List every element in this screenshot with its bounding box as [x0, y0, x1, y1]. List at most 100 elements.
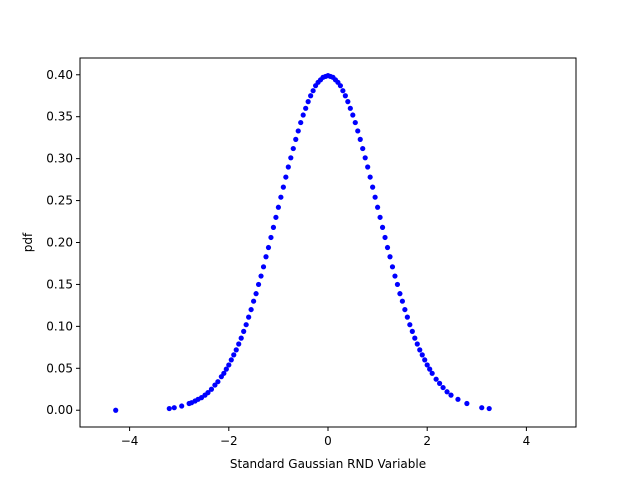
data-point — [253, 291, 259, 297]
data-point — [246, 314, 252, 320]
data-point — [208, 386, 215, 392]
data-point — [275, 204, 281, 210]
data-point — [265, 244, 272, 251]
data-point — [283, 174, 289, 180]
data-point — [427, 366, 433, 372]
data-point — [404, 314, 410, 320]
data-point — [352, 119, 358, 126]
data-point — [382, 234, 388, 241]
data-point — [350, 112, 356, 118]
data-point — [387, 254, 393, 260]
data-point — [280, 184, 286, 190]
x-axis: −4 −2 0 2 4 — [121, 427, 530, 448]
data-point — [221, 370, 227, 376]
data-point — [171, 405, 177, 411]
data-point — [394, 281, 401, 288]
data-point — [268, 234, 274, 241]
data-point — [205, 390, 211, 396]
data-point — [399, 298, 405, 304]
points-layer — [113, 73, 492, 413]
data-point — [223, 366, 229, 372]
data-point — [340, 88, 346, 94]
data-point — [389, 264, 396, 270]
data-point — [455, 396, 461, 402]
y-tick-label: 0.20 — [46, 236, 73, 250]
data-point — [166, 405, 172, 412]
data-point — [212, 382, 218, 388]
data-point — [278, 194, 284, 200]
y-tick-label: 0.10 — [46, 319, 73, 333]
data-point — [433, 376, 439, 382]
x-tick-label: 0 — [324, 434, 332, 448]
data-point — [241, 328, 247, 334]
y-tick-label: 0.30 — [46, 152, 73, 166]
data-point — [448, 392, 454, 398]
data-point — [372, 194, 378, 200]
data-point — [375, 204, 381, 210]
data-point — [255, 281, 262, 288]
data-point — [290, 145, 296, 152]
y-tick-label: 0.40 — [46, 68, 73, 82]
data-point — [412, 335, 418, 341]
data-point — [379, 224, 386, 230]
data-point — [345, 99, 351, 105]
data-point — [422, 357, 428, 363]
data-point — [310, 88, 316, 94]
data-point — [407, 322, 413, 328]
data-point — [248, 306, 254, 313]
data-point — [360, 145, 366, 152]
data-point — [288, 155, 294, 161]
data-point — [392, 273, 398, 279]
x-tick-label: −2 — [220, 434, 238, 448]
y-tick-label: 0.05 — [46, 361, 73, 375]
data-point — [226, 362, 232, 368]
plot-frame — [79, 57, 577, 428]
data-point — [300, 112, 306, 118]
data-point — [228, 357, 234, 363]
data-point — [113, 407, 119, 413]
data-point — [231, 352, 237, 358]
data-point — [270, 224, 277, 230]
data-point — [355, 128, 361, 134]
y-axis: 0.00 0.05 0.10 0.15 0.20 0.25 0.30 0.35 0.40 — [46, 68, 80, 417]
x-tick-label: 4 — [523, 434, 531, 448]
data-point — [402, 306, 408, 313]
data-point — [342, 93, 348, 99]
data-point — [417, 347, 423, 353]
data-point — [215, 379, 221, 385]
data-point — [179, 403, 185, 409]
data-point — [377, 214, 383, 220]
data-point — [308, 93, 314, 99]
data-point — [440, 384, 446, 391]
data-point — [357, 136, 363, 142]
data-point — [424, 362, 430, 368]
y-axis-label: pdf — [21, 232, 35, 252]
data-point — [384, 244, 391, 251]
data-point — [243, 322, 249, 328]
data-point — [273, 214, 279, 220]
data-point — [437, 380, 443, 386]
data-point — [263, 254, 269, 260]
data-point — [365, 164, 371, 170]
y-tick-label: 0.35 — [46, 110, 73, 124]
data-point — [370, 184, 376, 190]
data-point — [409, 328, 415, 334]
data-point — [238, 335, 244, 341]
data-point — [305, 99, 311, 105]
data-point — [251, 298, 257, 304]
data-point — [233, 347, 239, 353]
y-tick-label: 0.25 — [46, 194, 73, 208]
data-point — [347, 105, 353, 111]
data-point — [258, 273, 264, 279]
data-point — [362, 155, 368, 161]
data-point — [337, 83, 343, 89]
data-point — [486, 405, 492, 412]
data-point — [414, 341, 420, 347]
data-point — [367, 174, 373, 180]
x-tick-label: 2 — [423, 434, 431, 448]
data-point — [293, 136, 299, 142]
data-point — [236, 341, 242, 347]
y-tick-label: 0.15 — [46, 277, 73, 291]
data-point — [464, 400, 470, 407]
